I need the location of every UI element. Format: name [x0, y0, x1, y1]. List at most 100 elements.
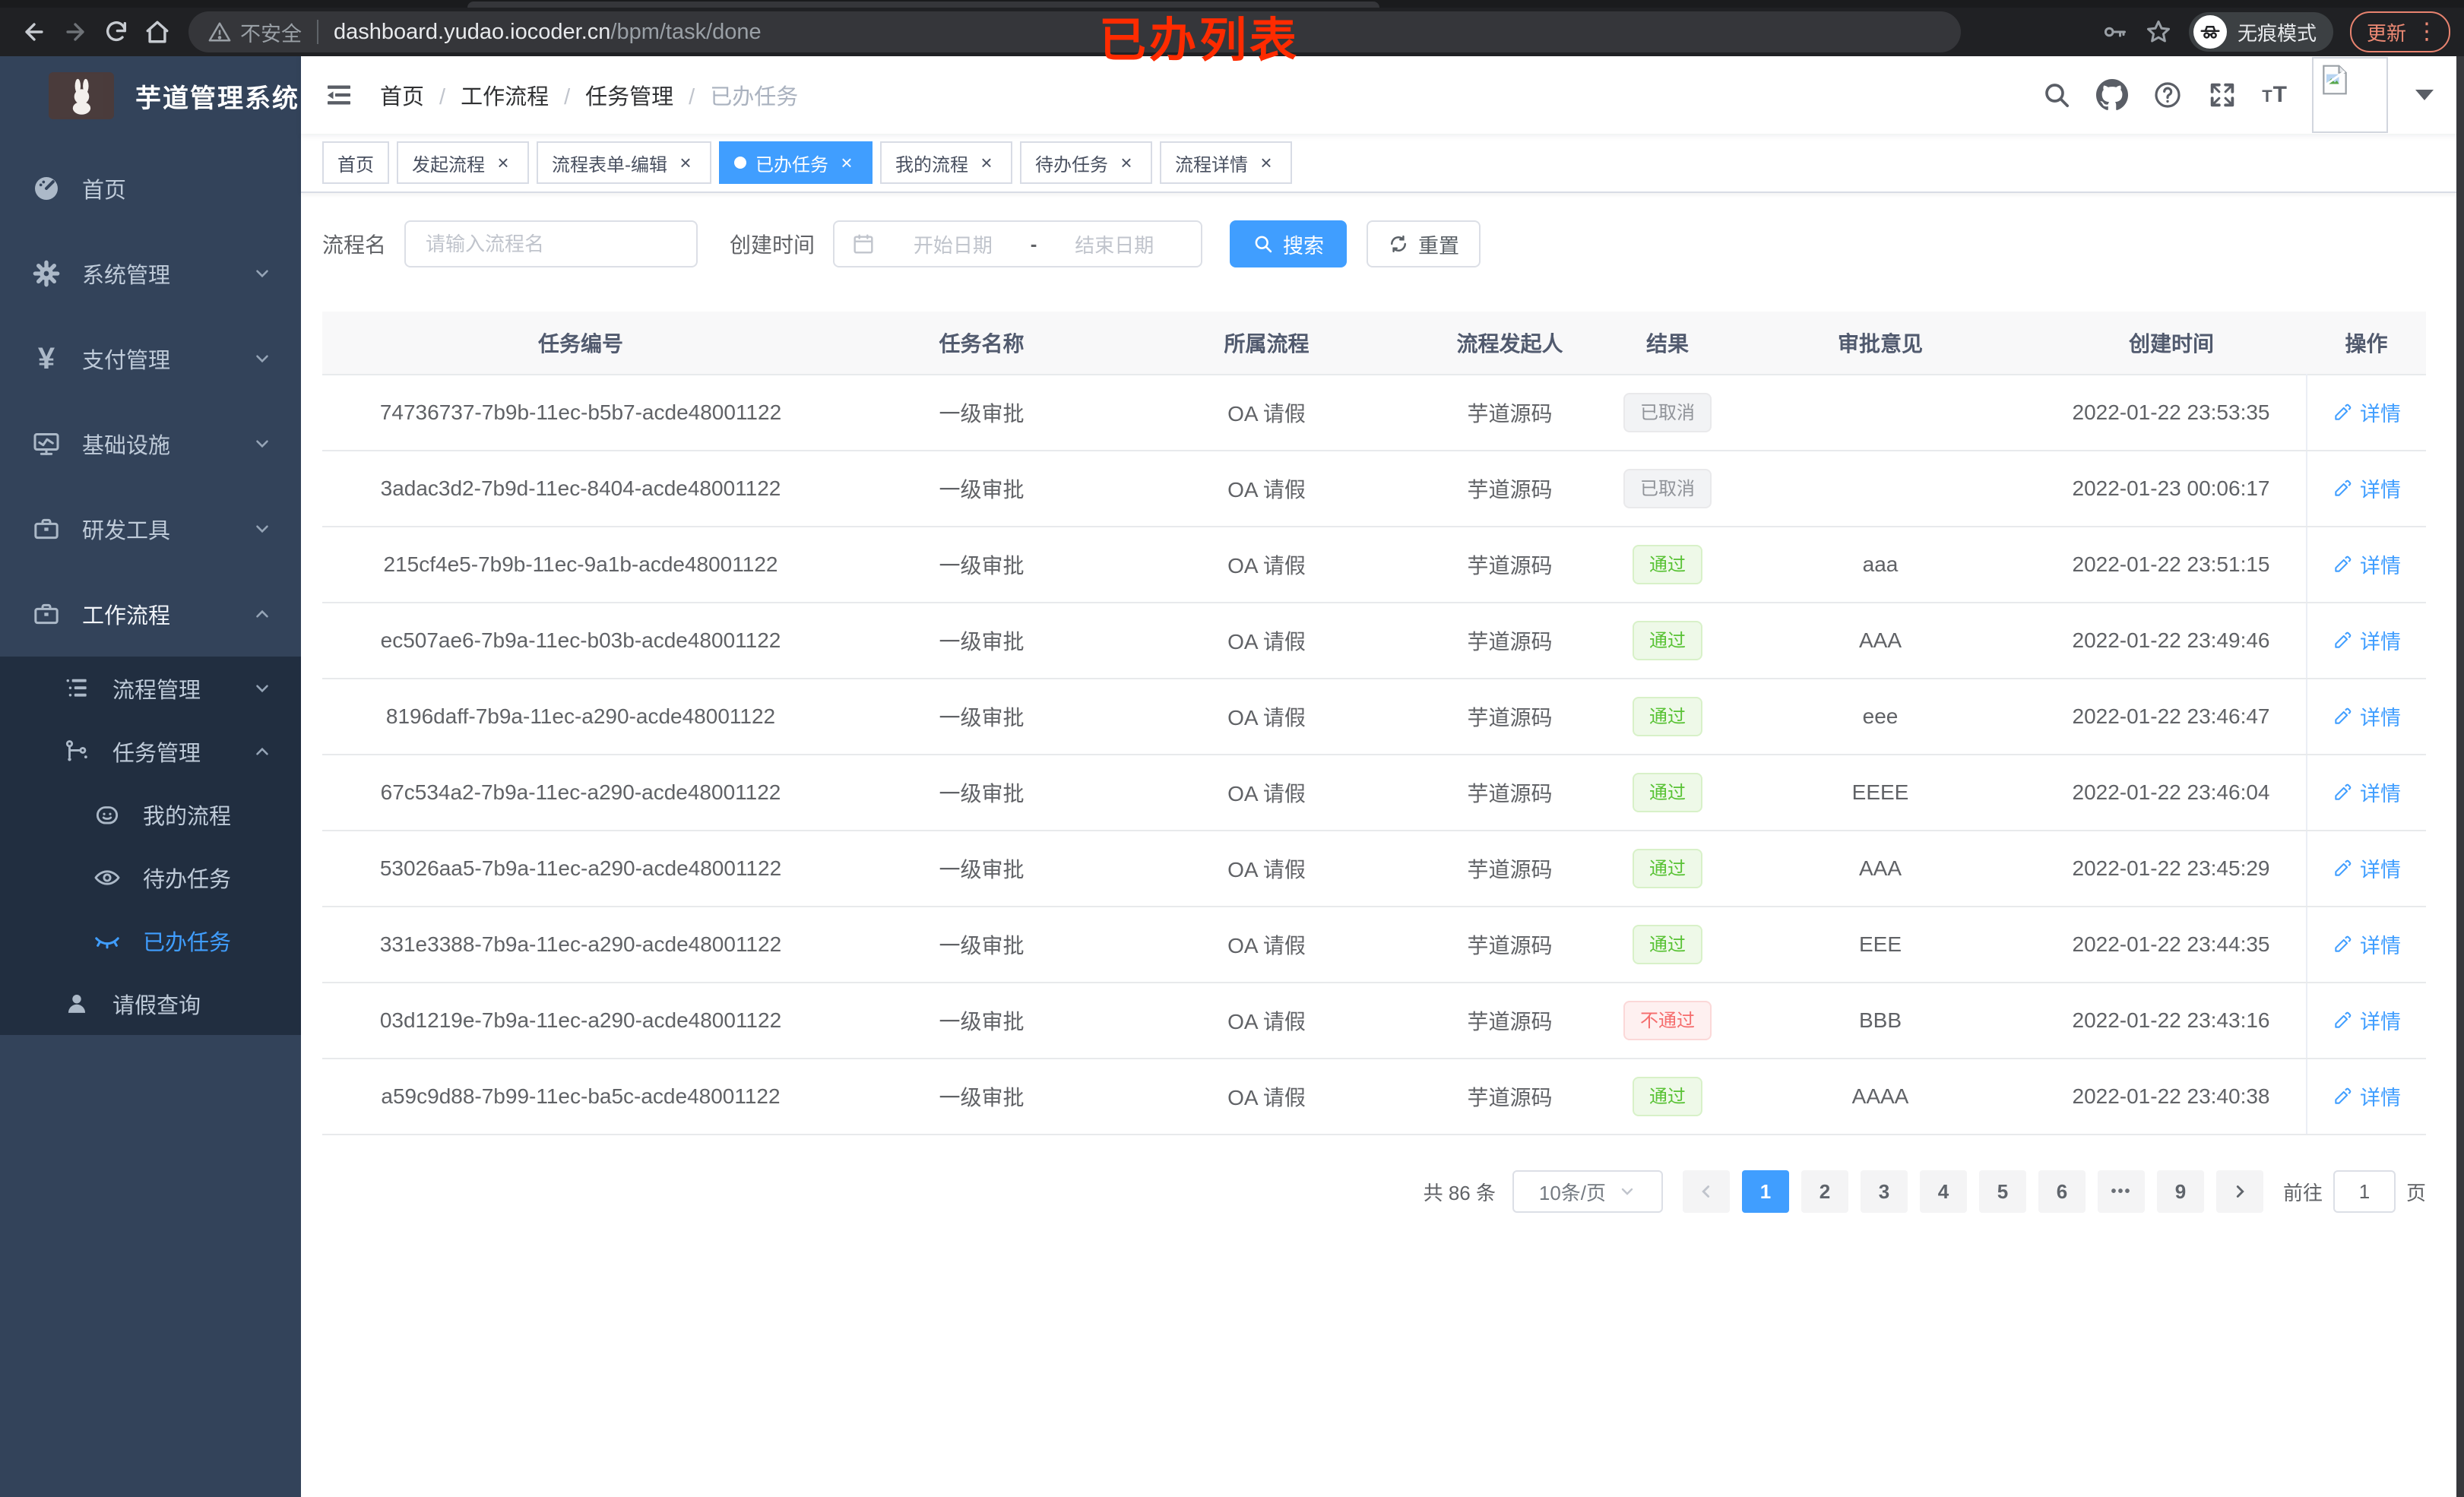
flow-share-icon — [59, 737, 94, 766]
tab-close-icon[interactable]: × — [841, 151, 853, 174]
sidebar-item-process-management[interactable]: 流程管理 — [0, 657, 301, 720]
sidebar-item-workflow[interactable]: 工作流程 — [0, 571, 301, 657]
sidebar-item-home[interactable]: 首页 — [0, 146, 301, 231]
breadcrumb-item[interactable]: 任务管理 — [585, 79, 710, 111]
sidebar-item-devtools[interactable]: 研发工具 — [0, 486, 301, 571]
browser-active-tab[interactable] — [467, 2, 1379, 8]
detail-link[interactable]: 详情 — [2333, 929, 2401, 959]
breadcrumb-item[interactable]: 工作流程 — [461, 79, 585, 111]
page-size-select[interactable]: 10条/页 — [1512, 1170, 1663, 1213]
tab-close-icon[interactable]: × — [497, 151, 509, 174]
forward-button[interactable] — [55, 11, 96, 52]
sidebar-item-task-management[interactable]: 任务管理 — [0, 720, 301, 783]
task-name-cell: 一级审批 — [839, 679, 1124, 755]
search-icon[interactable] — [2041, 80, 2072, 110]
app-logo[interactable]: 芋道管理系统 — [0, 56, 301, 135]
url-text: dashboard.yudao.iocoder.cn/bpm/task/done — [334, 20, 762, 45]
page-unit-label: 页 — [2405, 1181, 2426, 1204]
status-badge: 通过 — [1633, 1077, 1702, 1116]
tab-close-icon[interactable]: × — [1120, 151, 1132, 174]
sidebar-item-my-process[interactable]: 我的流程 — [0, 783, 301, 846]
reload-button[interactable] — [96, 11, 137, 52]
start-date-placeholder[interactable]: 开始日期 — [913, 233, 993, 257]
sidebar-item-done-tasks[interactable]: 已办任务 — [0, 909, 301, 972]
edit-pencil-icon — [2335, 1011, 2352, 1028]
detail-link[interactable]: 详情 — [2333, 397, 2401, 427]
avatar-dropdown-caret[interactable] — [2415, 90, 2434, 100]
task-name-cell: 一级审批 — [839, 451, 1124, 527]
detail-link[interactable]: 详情 — [2333, 1005, 2401, 1035]
end-date-placeholder[interactable]: 结束日期 — [1075, 233, 1154, 257]
tab[interactable]: 我的流程 × — [880, 141, 1012, 184]
detail-link[interactable]: 详情 — [2333, 473, 2401, 503]
sidebar-item-payment[interactable]: ¥ 支付管理 — [0, 316, 301, 401]
detail-link[interactable]: 详情 — [2333, 701, 2401, 731]
page-button[interactable]: 4 — [1919, 1170, 1967, 1213]
page-button[interactable]: 6 — [2038, 1170, 2086, 1213]
reload-icon — [106, 21, 127, 42]
tab-close-icon[interactable]: × — [980, 151, 993, 174]
incognito-badge[interactable]: 无痕模式 — [2188, 12, 2333, 52]
breadcrumb-item[interactable]: 首页 — [380, 79, 461, 111]
action-cell: 详情 — [2306, 755, 2426, 831]
app-title: 芋道管理系统 — [135, 84, 299, 113]
chevron-down-icon — [252, 264, 272, 283]
tab[interactable]: 流程详情 × — [1160, 141, 1292, 184]
task-name-cell: 一级审批 — [839, 527, 1124, 603]
task-id-cell: 53026aa5-7b9a-11ec-a290-acde48001122 — [322, 831, 839, 907]
tab[interactable]: 流程表单-编辑 × — [537, 141, 711, 184]
help-icon[interactable] — [2152, 80, 2183, 110]
search-button[interactable]: 搜索 — [1230, 220, 1348, 267]
tab[interactable]: 首页 — [322, 141, 389, 184]
url-bar[interactable]: 不安全 dashboard.yudao.iocoder.cn/bpm/task/… — [188, 11, 1961, 52]
status-badge: 通过 — [1633, 545, 1702, 584]
sidebar-item-todo-tasks[interactable]: 待办任务 — [0, 846, 301, 909]
sidebar-item-leave-query[interactable]: 请假查询 — [0, 972, 301, 1035]
next-page-button[interactable] — [2215, 1170, 2263, 1213]
tab-close-icon[interactable]: × — [1260, 151, 1272, 174]
chevron-up-icon — [252, 742, 272, 761]
detail-link[interactable]: 详情 — [2333, 549, 2401, 579]
github-icon[interactable] — [2096, 79, 2129, 111]
password-key-icon[interactable] — [2101, 18, 2128, 46]
process-cell: OA 请假 — [1124, 451, 1409, 527]
task-name-cell: 一级审批 — [839, 755, 1124, 831]
process-name-input[interactable] — [409, 232, 694, 256]
sidebar-item-system[interactable]: 系统管理 — [0, 231, 301, 316]
reset-button[interactable]: 重置 — [1367, 220, 1481, 267]
date-range-picker[interactable]: 开始日期 - 结束日期 — [833, 220, 1203, 267]
fullscreen-icon[interactable] — [2207, 80, 2238, 110]
sidebar-item-infrastructure[interactable]: 基础设施 — [0, 401, 301, 486]
detail-link[interactable]: 详情 — [2333, 1081, 2401, 1111]
goto-page-input[interactable] — [2333, 1170, 2396, 1213]
sidebar-toggle-icon[interactable] — [324, 80, 354, 110]
page-button[interactable]: 5 — [1978, 1170, 2026, 1213]
browser-menu-icon[interactable]: ⋮ — [2415, 19, 2438, 44]
avatar[interactable] — [2312, 57, 2388, 133]
bookmark-star-icon[interactable] — [2145, 18, 2172, 46]
page-button[interactable]: 2 — [1800, 1170, 1848, 1213]
tab-close-icon[interactable]: × — [679, 151, 692, 174]
home-button[interactable] — [137, 11, 178, 52]
detail-link[interactable]: 详情 — [2333, 853, 2401, 883]
back-button[interactable] — [14, 11, 55, 52]
browser-update-button[interactable]: 更新 ⋮ — [2349, 11, 2450, 52]
page-button[interactable]: 1 — [1741, 1170, 1789, 1213]
page-button[interactable]: ••• — [2097, 1170, 2145, 1213]
detail-link[interactable]: 详情 — [2333, 777, 2401, 807]
page-button[interactable]: 3 — [1860, 1170, 1908, 1213]
tab[interactable]: 发起流程 × — [397, 141, 529, 184]
action-cell: 详情 — [2306, 831, 2426, 907]
site-security[interactable]: 不安全 — [208, 17, 302, 47]
detail-link[interactable]: 详情 — [2333, 625, 2401, 655]
process-cell: OA 请假 — [1124, 527, 1409, 603]
prev-page-button[interactable] — [1682, 1170, 1730, 1213]
page-button[interactable]: 9 — [2156, 1170, 2204, 1213]
process-cell: OA 请假 — [1124, 907, 1409, 983]
font-size-icon[interactable]: TT — [2262, 82, 2288, 107]
breadcrumb-item[interactable]: 已办任务 — [710, 85, 799, 109]
task-name-cell: 一级审批 — [839, 603, 1124, 679]
tab[interactable]: 待办任务 × — [1020, 141, 1152, 184]
result-cell: 通过 — [1610, 831, 1724, 907]
tab[interactable]: 已办任务 × — [719, 141, 873, 184]
